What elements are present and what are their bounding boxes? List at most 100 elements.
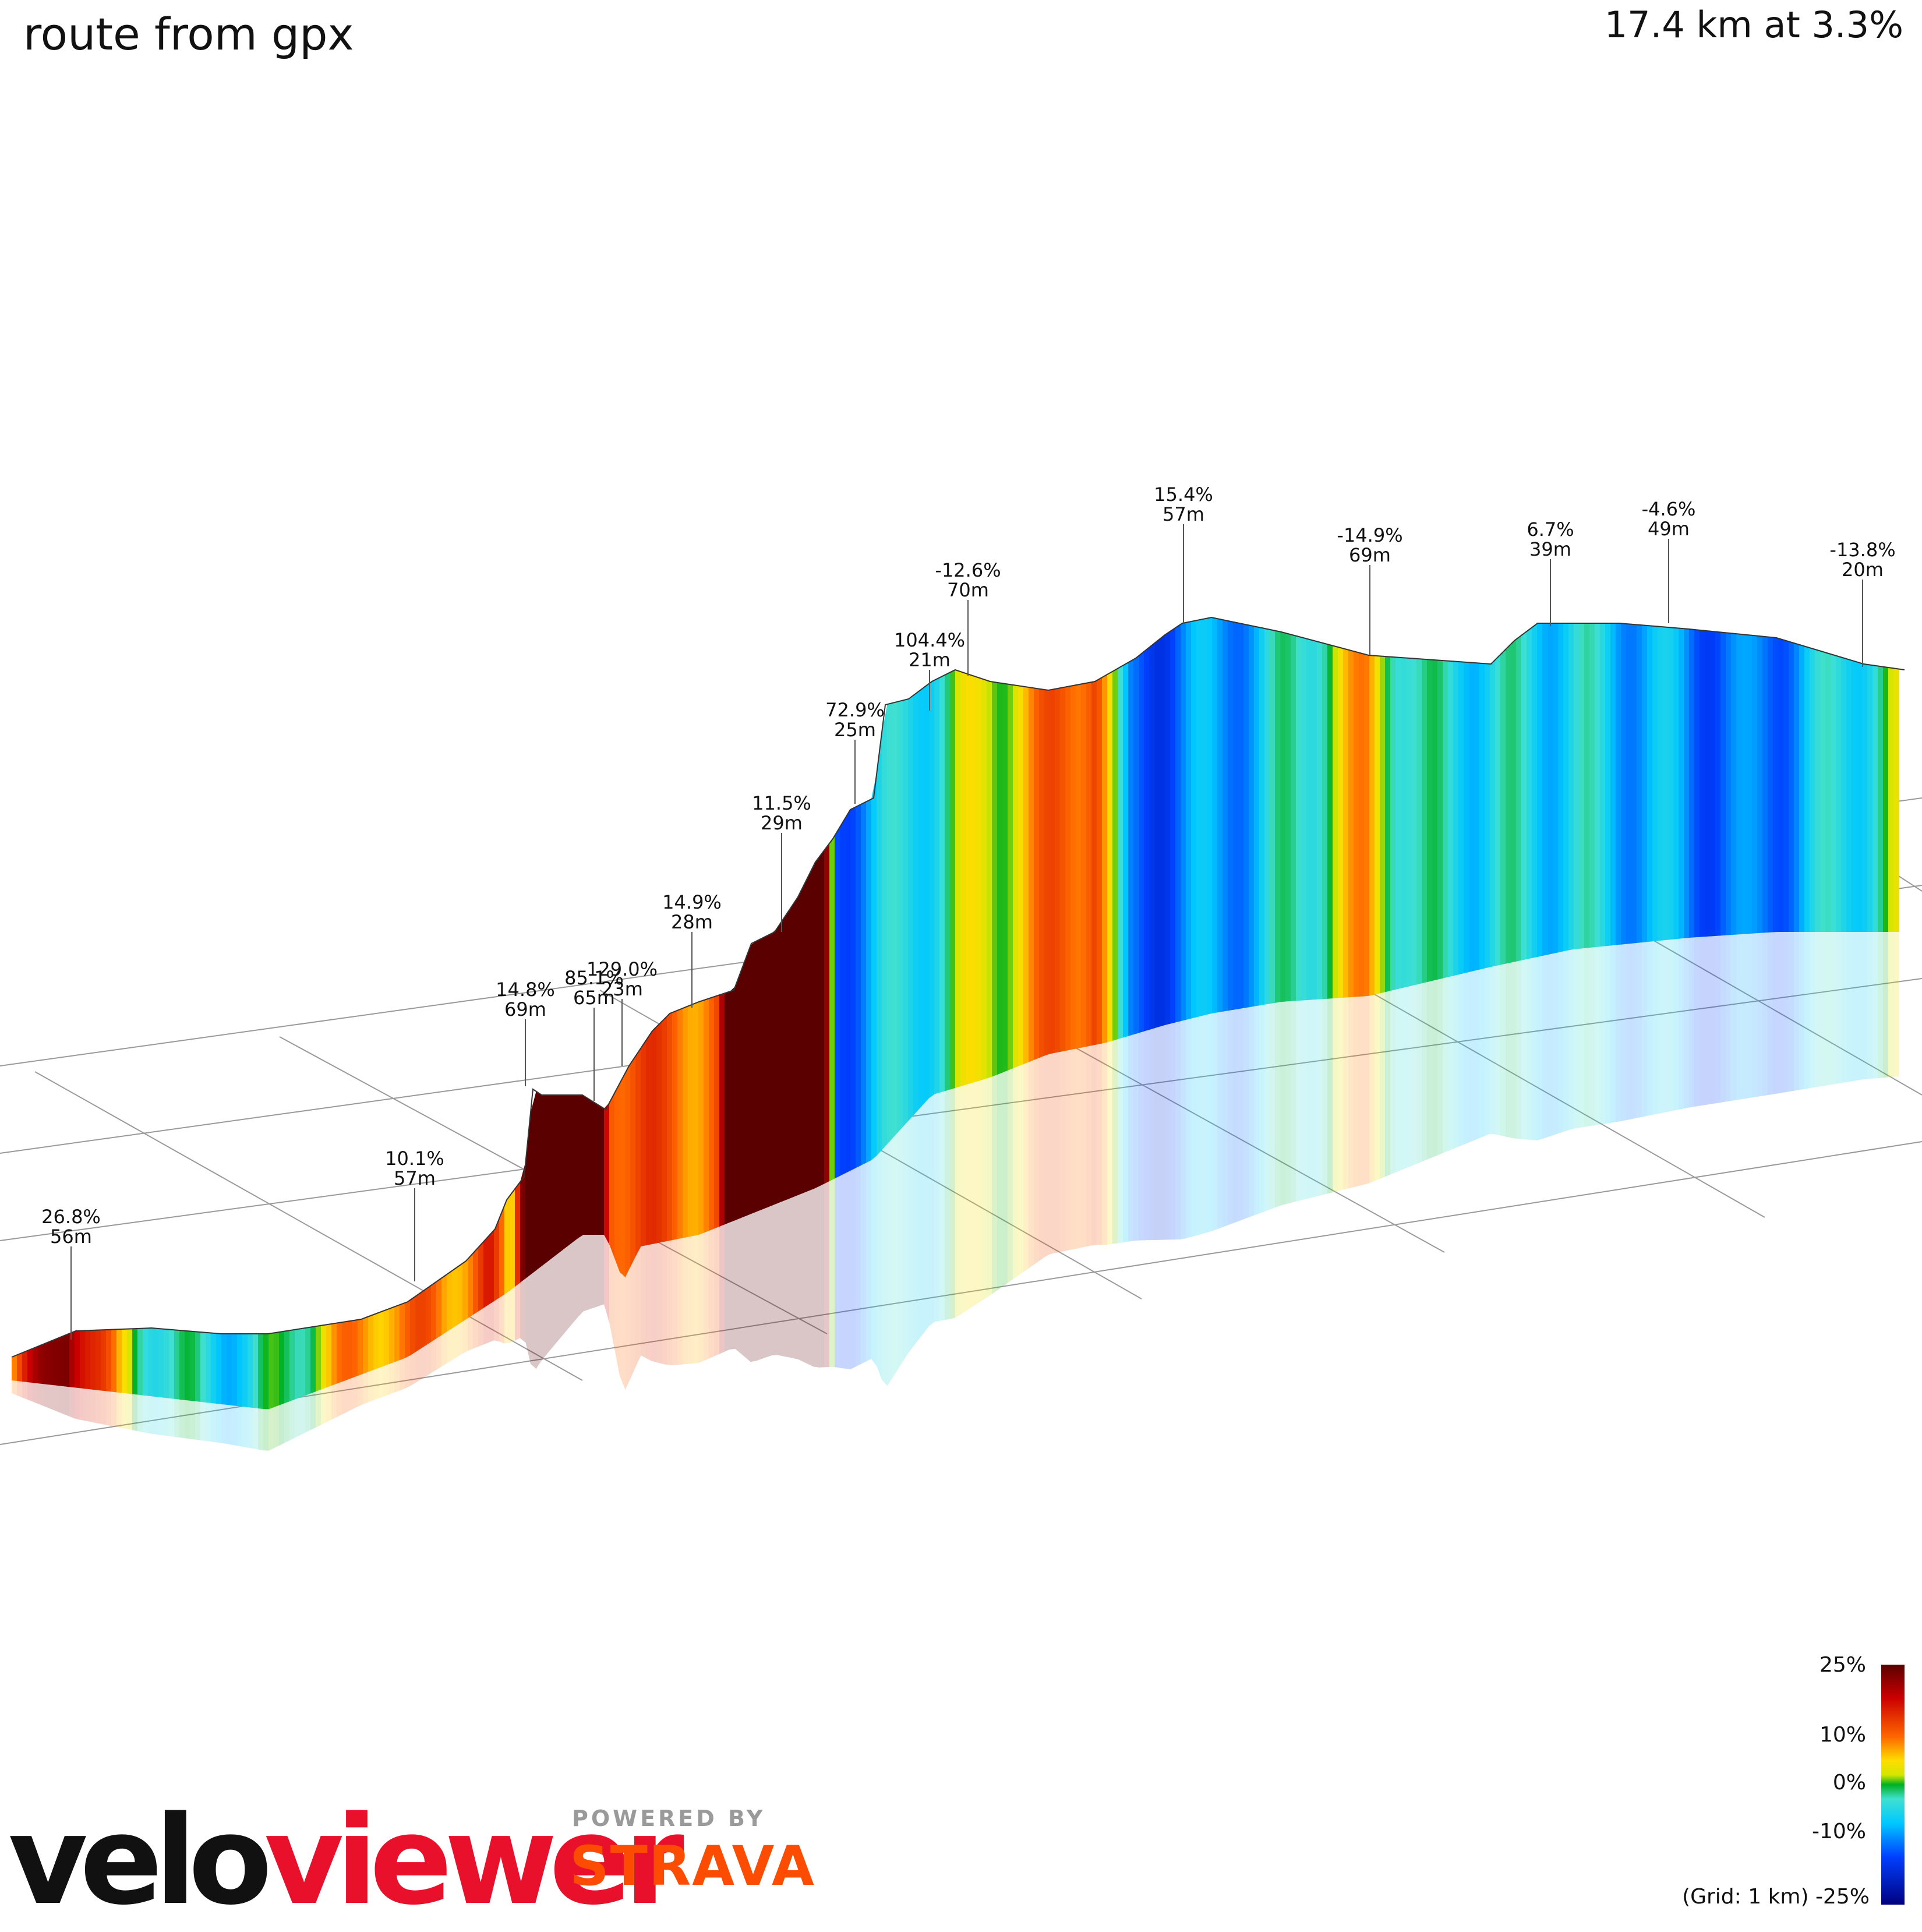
reflection-segment bbox=[352, 1376, 358, 1410]
annotation-length: 29m bbox=[761, 812, 803, 834]
reflection-segment bbox=[499, 1294, 505, 1344]
profile-segment bbox=[410, 1296, 416, 1356]
reflection-segment bbox=[38, 1383, 44, 1406]
reflection-segment bbox=[1783, 932, 1789, 1093]
profile-segment bbox=[1731, 633, 1737, 935]
reflection-segment bbox=[1705, 936, 1711, 1105]
reflection-segment bbox=[321, 1387, 327, 1425]
profile-segment bbox=[221, 1334, 227, 1405]
profile-segment bbox=[1259, 627, 1265, 1006]
profile-segment bbox=[819, 850, 825, 1186]
profile-segment bbox=[75, 1330, 80, 1389]
profile-segment bbox=[1223, 619, 1228, 1012]
profile-segment bbox=[992, 681, 998, 1077]
reflection-segment bbox=[735, 1218, 741, 1354]
profile-segment bbox=[1553, 623, 1559, 954]
reflection-segment bbox=[216, 1403, 222, 1443]
reflection-segment bbox=[1008, 1068, 1013, 1283]
profile-segment bbox=[1306, 638, 1312, 1001]
profile-segment bbox=[641, 1040, 646, 1246]
reflection-segment bbox=[1065, 1050, 1071, 1251]
reflection-segment bbox=[64, 1386, 70, 1417]
profile-segment bbox=[1411, 658, 1417, 986]
reflection-segment bbox=[1406, 986, 1412, 1168]
profile-segment bbox=[504, 1195, 510, 1295]
reflection-segment bbox=[221, 1404, 227, 1444]
reflection-segment bbox=[1448, 976, 1454, 1152]
reflection-segment bbox=[1128, 1034, 1134, 1242]
reflection-segment bbox=[227, 1404, 232, 1445]
reflection-segment bbox=[620, 1272, 626, 1390]
reflection-segment bbox=[452, 1325, 458, 1361]
reflection-segment bbox=[190, 1400, 196, 1440]
profile-segment bbox=[840, 818, 846, 1176]
gradient-legend-bar bbox=[1881, 1665, 1905, 1905]
profile-segment bbox=[1196, 619, 1202, 1018]
reflection-segment bbox=[27, 1382, 33, 1402]
profile-segment bbox=[1039, 688, 1045, 1058]
profile-segment bbox=[1333, 645, 1338, 999]
profile-segment bbox=[1380, 656, 1386, 994]
profile-segment bbox=[1139, 651, 1144, 1033]
reflection-segment bbox=[169, 1398, 175, 1437]
reflection-segment bbox=[1857, 932, 1863, 1080]
reflection-segment bbox=[1191, 1017, 1197, 1237]
profile-segment bbox=[478, 1241, 484, 1312]
reflection-segment bbox=[656, 1242, 662, 1364]
reflection-segment bbox=[1312, 999, 1317, 1198]
profile-segment bbox=[1747, 634, 1753, 934]
reflection-segment bbox=[1427, 980, 1433, 1160]
reflection-segment bbox=[536, 1266, 542, 1370]
profile-segment bbox=[305, 1327, 311, 1396]
profile-segment bbox=[1637, 624, 1642, 943]
route-title: route from gpx bbox=[23, 8, 354, 60]
veloviewer-logo: veloviewer bbox=[8, 1800, 684, 1922]
reflection-segment bbox=[609, 1244, 615, 1351]
profile-segment bbox=[1479, 663, 1485, 970]
reflection-segment bbox=[248, 1407, 253, 1449]
legend-label-min: (Grid: 1 km) -25% bbox=[1682, 1885, 1870, 1909]
reflection-segment bbox=[787, 1197, 793, 1358]
profile-segment bbox=[746, 944, 751, 1216]
reflection-segment bbox=[153, 1396, 159, 1435]
profile-segment bbox=[489, 1230, 494, 1305]
reflection-segment bbox=[1280, 1001, 1286, 1206]
profile-segment bbox=[274, 1331, 280, 1408]
profile-segment bbox=[38, 1344, 44, 1384]
profile-segment bbox=[1642, 625, 1648, 943]
annotation-length: 57m bbox=[394, 1167, 436, 1189]
reflection-segment bbox=[268, 1407, 274, 1451]
profile-segment bbox=[1888, 667, 1894, 932]
profile-segment bbox=[945, 672, 951, 1092]
reflection-segment bbox=[583, 1235, 589, 1312]
reflection-segment bbox=[803, 1191, 809, 1365]
profile-segment bbox=[295, 1329, 301, 1400]
profile-segment bbox=[835, 827, 840, 1179]
reflection-segment bbox=[1726, 935, 1732, 1102]
profile-segment bbox=[1820, 651, 1826, 932]
reflection-segment bbox=[1091, 1044, 1097, 1246]
profile-segment bbox=[1296, 635, 1302, 1001]
annotation-gradient: -13.8% bbox=[1829, 539, 1895, 561]
reflection-segment bbox=[693, 1235, 699, 1364]
profile-segment bbox=[814, 857, 819, 1189]
profile-segment bbox=[1846, 659, 1852, 932]
profile-segment bbox=[452, 1267, 458, 1329]
reflection-segment bbox=[1789, 932, 1794, 1092]
profile-segment bbox=[861, 801, 867, 1165]
reflection-segment bbox=[1207, 1013, 1213, 1233]
reflection-segment bbox=[75, 1387, 80, 1420]
reflection-segment bbox=[751, 1212, 757, 1362]
profile-segment bbox=[1348, 649, 1354, 998]
profile-segment bbox=[625, 1064, 631, 1278]
reflection-segment bbox=[1506, 962, 1511, 1138]
reflection-segment bbox=[1741, 934, 1747, 1100]
reflection-segment bbox=[1259, 1004, 1265, 1214]
reflection-segment bbox=[1322, 998, 1328, 1195]
reflection-segment bbox=[200, 1401, 206, 1441]
reflection-segment bbox=[379, 1366, 384, 1398]
profile-segment bbox=[782, 912, 788, 1202]
profile-segment bbox=[635, 1048, 641, 1257]
profile-segment bbox=[1752, 635, 1758, 934]
profile-segment bbox=[562, 1095, 568, 1251]
